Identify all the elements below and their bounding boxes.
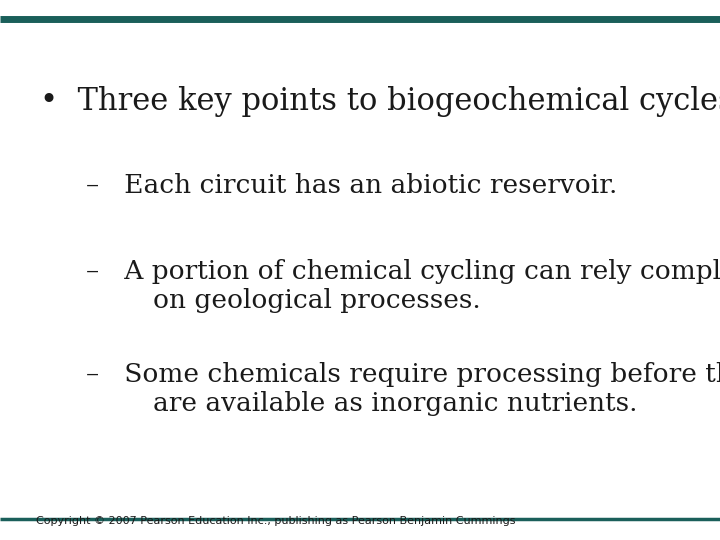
Text: –   Some chemicals require processing before they
        are available as inorg: – Some chemicals require processing befo… xyxy=(86,362,720,416)
Text: –   A portion of chemical cycling can rely completely
        on geological proc: – A portion of chemical cycling can rely… xyxy=(86,259,720,313)
Text: –   Each circuit has an abiotic reservoir.: – Each circuit has an abiotic reservoir. xyxy=(86,173,618,198)
Text: •  Three key points to biogeochemical cycles:: • Three key points to biogeochemical cyc… xyxy=(40,86,720,117)
Text: Copyright © 2007 Pearson Education Inc., publishing as Pearson Benjamin Cummings: Copyright © 2007 Pearson Education Inc.,… xyxy=(36,516,516,526)
